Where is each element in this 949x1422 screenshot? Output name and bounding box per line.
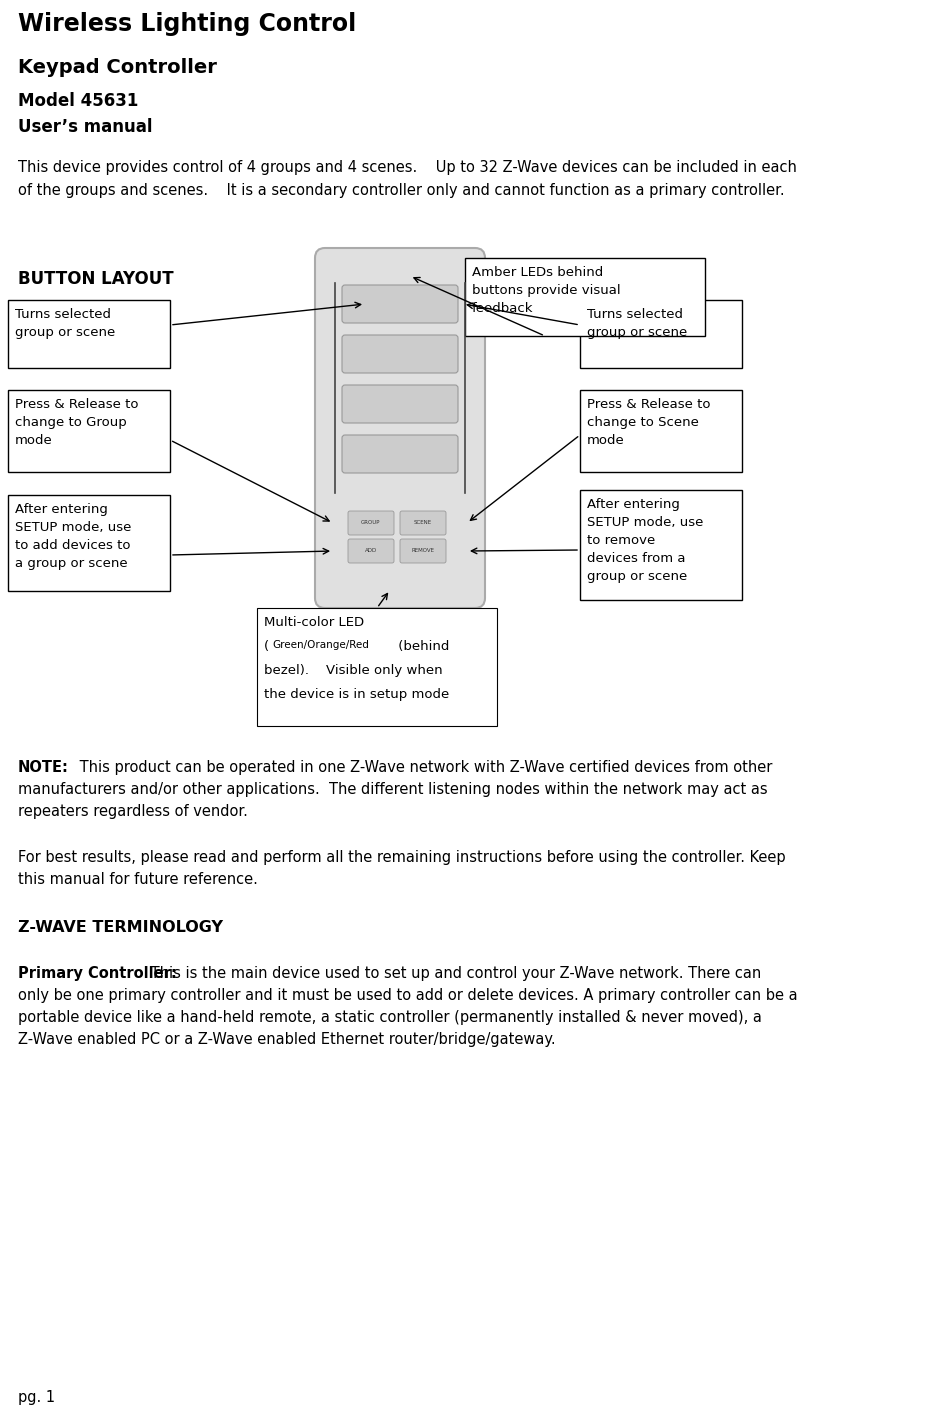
FancyBboxPatch shape	[342, 336, 458, 373]
Text: BUTTON LAYOUT: BUTTON LAYOUT	[18, 270, 174, 289]
Text: After entering
SETUP mode, use
to add devices to
a group or scene: After entering SETUP mode, use to add de…	[15, 503, 131, 570]
Text: the device is in setup mode: the device is in setup mode	[264, 688, 449, 701]
FancyBboxPatch shape	[348, 510, 394, 535]
FancyBboxPatch shape	[400, 539, 446, 563]
Text: Turns selected
group or scene: Turns selected group or scene	[15, 309, 115, 338]
Text: only be one primary controller and it must be used to add or delete devices. A p: only be one primary controller and it mu…	[18, 988, 797, 1003]
Text: For best results, please read and perform all the remaining instructions before : For best results, please read and perfor…	[18, 850, 786, 865]
Text: Press & Release to
change to Scene
mode: Press & Release to change to Scene mode	[587, 398, 711, 447]
FancyBboxPatch shape	[342, 435, 458, 474]
Text: repeaters regardless of vendor.: repeaters regardless of vendor.	[18, 803, 248, 819]
Text: manufacturers and/or other applications.  The different listening nodes within t: manufacturers and/or other applications.…	[18, 782, 768, 796]
Text: of the groups and scenes.    It is a secondary controller only and cannot functi: of the groups and scenes. It is a second…	[18, 183, 785, 198]
Text: bezel).    Visible only when: bezel). Visible only when	[264, 664, 442, 677]
Text: Model 45631: Model 45631	[18, 92, 139, 109]
Text: pg. 1: pg. 1	[18, 1389, 55, 1405]
Text: After entering
SETUP mode, use
to remove
devices from a
group or scene: After entering SETUP mode, use to remove…	[587, 498, 703, 583]
Bar	[580, 300, 742, 368]
Text: This device provides control of 4 groups and 4 scenes.    Up to 32 Z-Wave device: This device provides control of 4 groups…	[18, 161, 797, 175]
Bar	[580, 390, 742, 472]
Bar	[580, 491, 742, 600]
Text: NOTE:: NOTE:	[18, 759, 69, 775]
Text: portable device like a hand-held remote, a static controller (permanently instal: portable device like a hand-held remote,…	[18, 1010, 762, 1025]
Text: REMOVE: REMOVE	[412, 549, 435, 553]
FancyBboxPatch shape	[342, 284, 458, 323]
Bar	[8, 390, 170, 472]
Text: User’s manual: User’s manual	[18, 118, 153, 137]
Text: Z-Wave enabled PC or a Z-Wave enabled Ethernet router/bridge/gateway.: Z-Wave enabled PC or a Z-Wave enabled Et…	[18, 1032, 555, 1047]
Text: GROUP: GROUP	[362, 520, 381, 526]
FancyBboxPatch shape	[315, 247, 485, 609]
Text: Wireless Lighting Control: Wireless Lighting Control	[18, 11, 356, 36]
FancyBboxPatch shape	[400, 510, 446, 535]
Text: (behind: (behind	[394, 640, 450, 653]
Text: This is the main device used to set up and control your Z-Wave network. There ca: This is the main device used to set up a…	[146, 966, 761, 981]
Text: Primary Controller:: Primary Controller:	[18, 966, 177, 981]
Bar	[257, 609, 497, 727]
Text: Amber LEDs behind
buttons provide visual
feedback: Amber LEDs behind buttons provide visual…	[472, 266, 621, 316]
Bar	[465, 257, 705, 336]
Bar	[8, 495, 170, 592]
Text: Turns selected
group or scene: Turns selected group or scene	[587, 309, 687, 338]
Text: Z-WAVE TERMINOLOGY: Z-WAVE TERMINOLOGY	[18, 920, 223, 936]
Text: ADD: ADD	[364, 549, 377, 553]
Text: Multi-color LED: Multi-color LED	[264, 616, 364, 629]
Text: this manual for future reference.: this manual for future reference.	[18, 872, 258, 887]
FancyBboxPatch shape	[348, 539, 394, 563]
Text: Keypad Controller: Keypad Controller	[18, 58, 217, 77]
Text: (: (	[264, 640, 270, 653]
Text: SCENE: SCENE	[414, 520, 432, 526]
FancyBboxPatch shape	[342, 385, 458, 422]
Text: This product can be operated in one Z-Wave network with Z-Wave certified devices: This product can be operated in one Z-Wa…	[75, 759, 772, 775]
Text: Press & Release to
change to Group
mode: Press & Release to change to Group mode	[15, 398, 139, 447]
Text: Green/Orange/Red: Green/Orange/Red	[272, 640, 369, 650]
Bar	[8, 300, 170, 368]
